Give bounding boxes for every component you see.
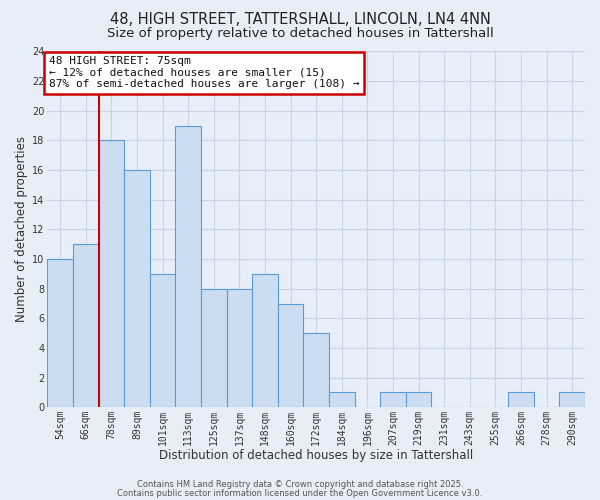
Bar [406, 392, 431, 407]
Text: Contains HM Land Registry data © Crown copyright and database right 2025.: Contains HM Land Registry data © Crown c… [137, 480, 463, 489]
Bar [227, 288, 252, 408]
Bar [175, 126, 201, 408]
Bar [278, 304, 304, 408]
Bar [304, 333, 329, 407]
Text: Contains public sector information licensed under the Open Government Licence v3: Contains public sector information licen… [118, 488, 482, 498]
Bar [124, 170, 150, 408]
Text: Size of property relative to detached houses in Tattershall: Size of property relative to detached ho… [107, 28, 493, 40]
Bar [98, 140, 124, 407]
Bar [559, 392, 585, 407]
Bar [150, 274, 175, 407]
Bar [252, 274, 278, 407]
Bar [380, 392, 406, 407]
X-axis label: Distribution of detached houses by size in Tattershall: Distribution of detached houses by size … [159, 450, 473, 462]
Bar [201, 288, 227, 408]
Text: 48, HIGH STREET, TATTERSHALL, LINCOLN, LN4 4NN: 48, HIGH STREET, TATTERSHALL, LINCOLN, L… [110, 12, 490, 28]
Text: 48 HIGH STREET: 75sqm
← 12% of detached houses are smaller (15)
87% of semi-deta: 48 HIGH STREET: 75sqm ← 12% of detached … [49, 56, 359, 89]
Y-axis label: Number of detached properties: Number of detached properties [15, 136, 28, 322]
Bar [329, 392, 355, 407]
Bar [508, 392, 534, 407]
Bar [73, 244, 98, 408]
Bar [47, 259, 73, 408]
